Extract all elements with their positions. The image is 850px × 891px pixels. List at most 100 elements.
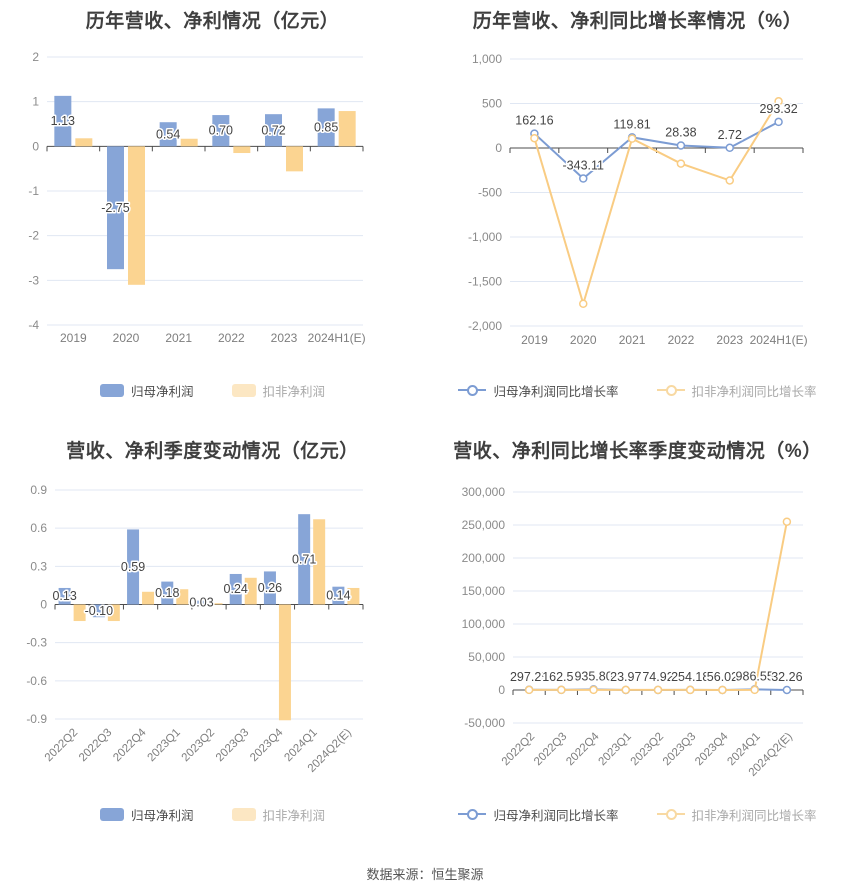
svg-text:2022Q2: 2022Q2 [500,731,537,768]
legend-item-label: 归母净利润同比增长率 [493,384,619,399]
legend-bar-swatch-icon [231,383,256,397]
legend-item-label: 扣非净利润 [262,384,326,399]
svg-text:0.03: 0.03 [189,596,213,610]
svg-text:2023Q3: 2023Q3 [661,731,698,768]
legend-line-marker-icon [656,383,685,397]
legend-annual-growth: 归母净利润同比增长率 扣非净利润同比增长率 [425,380,850,400]
panel-annual-profit: 历年营收、净利情况（亿元） 2 1 0 -1 -2 -3 -4 2019 2020 2021 202… [0,0,425,430]
legend-item-secondary-series[interactable]: 扣非净利润 [231,381,326,400]
chart-title-quarterly-profit: 营收、净利季度变动情况（亿元） [66,441,359,462]
data-source: 数据来源：恒生聚源 [366,867,484,882]
svg-text:297.25: 297.25 [510,670,548,684]
svg-text:74.92: 74.92 [642,670,673,684]
svg-text:-500: -500 [478,186,502,200]
svg-text:500: 500 [482,97,502,111]
panel-quarterly-profit: 营收、净利季度变动情况（亿元） 0.9 0.6 0.3 0 -0.3 -0.6 -0.9 20… [0,430,425,855]
svg-text:200,000: 200,000 [462,551,506,565]
svg-text:119.81: 119.81 [613,117,650,131]
legend-item-secondary-series[interactable]: 扣非净利润同比增长率 [656,381,817,400]
svg-text:0.24: 0.24 [224,582,248,596]
svg-text:0.85: 0.85 [314,120,338,134]
svg-text:23.97: 23.97 [610,670,641,684]
svg-text:0.54: 0.54 [156,127,180,141]
svg-text:0.59: 0.59 [121,560,145,574]
quarterly-profit-bar-chart: 0.9 0.6 0.3 0 -0.3 -0.6 -0.92022Q22022Q32022Q4… [26,483,364,775]
svg-text:2024H1(E): 2024H1(E) [308,331,366,345]
svg-text:2019: 2019 [60,331,87,345]
svg-text:-2.75: -2.75 [101,201,130,215]
svg-text:2023Q3: 2023Q3 [214,727,251,764]
svg-text:2023Q1: 2023Q1 [145,727,182,764]
svg-text:0.13: 0.13 [52,589,76,603]
svg-text:1,000: 1,000 [472,52,502,66]
svg-text:2024H1(E): 2024H1(E) [750,333,808,347]
svg-text:28.38: 28.38 [665,125,696,139]
svg-text:-3: -3 [28,273,39,287]
svg-text:0.6: 0.6 [30,521,47,535]
legend-line-marker-icon [458,383,487,397]
svg-text:100,000: 100,000 [462,617,506,631]
legend-item-label: 归母净利润 [130,808,194,823]
svg-text:-343.11: -343.11 [563,159,605,173]
svg-text:-4: -4 [28,318,39,332]
svg-text:0.70: 0.70 [209,124,233,138]
svg-text:2020: 2020 [113,331,140,345]
legend-bar-swatch-icon [99,807,124,821]
chart-title-quarterly-growth: 营收、净利同比增长率季度变动情况（%） [453,441,822,462]
svg-text:935.80: 935.80 [574,669,612,683]
svg-text:2022Q3: 2022Q3 [532,731,569,768]
svg-text:-1: -1 [28,184,39,198]
svg-text:300,000: 300,000 [462,485,506,499]
legend-line-marker-icon [656,807,685,821]
svg-text:2020: 2020 [570,333,597,347]
svg-text:254.18: 254.18 [671,670,709,684]
svg-text:-1,000: -1,000 [468,230,502,244]
svg-text:2023Q4: 2023Q4 [248,726,286,764]
quarterly-growth-line-chart: 300,000 250,000 200,000 150,000 100,000 50,00… [462,485,804,779]
svg-text:2022: 2022 [668,333,695,347]
charts-grid: 历年营收、净利情况（亿元） 2 1 0 -1 -2 -3 -4 2019 2020 2021 202… [0,0,850,855]
legend-item-primary-series[interactable]: 归母净利润同比增长率 [458,805,619,824]
svg-text:1: 1 [32,95,39,109]
svg-text:2021: 2021 [165,331,192,345]
svg-text:2: 2 [32,50,39,64]
svg-text:0.14: 0.14 [326,589,350,603]
svg-text:2023Q2: 2023Q2 [629,731,666,768]
svg-text:-1,500: -1,500 [468,275,502,289]
annual-growth-line-chart: 1,000 500 0 -500 -1,000 -1,500 -2,000 2019 2020 2… [468,52,808,347]
panel-annual-growth: 历年营收、净利同比增长率情况（%） 1,000 500 0 -500 -1,000 -1,… [425,0,850,430]
svg-text:-0.3: -0.3 [26,636,47,650]
svg-text:2023Q2: 2023Q2 [180,727,217,764]
svg-text:2022Q2: 2022Q2 [43,727,80,764]
legend-item-primary-series[interactable]: 归母净利润 [99,381,194,400]
svg-text:150,000: 150,000 [462,584,506,598]
legend-item-label: 扣非净利润同比增长率 [691,808,817,823]
legend-item-label: 归母净利润同比增长率 [493,808,619,823]
svg-text:162.16: 162.16 [515,114,553,128]
svg-text:0.9: 0.9 [30,483,47,497]
svg-text:2022Q4: 2022Q4 [111,726,149,764]
svg-text:0: 0 [32,139,39,153]
svg-text:0.72: 0.72 [261,123,285,137]
legend-annual-profit: 归母净利润 扣非净利润 [0,380,425,400]
svg-text:2023Q1: 2023Q1 [596,731,633,768]
svg-text:-0.6: -0.6 [26,674,47,688]
legend-item-secondary-series[interactable]: 扣非净利润 [231,805,325,824]
svg-text:2.72: 2.72 [718,128,742,142]
legend-item-primary-series[interactable]: 归母净利润 [99,805,194,824]
legend-bar-swatch-icon [99,383,124,397]
legend-item-secondary-series[interactable]: 扣非净利润同比增长率 [656,805,817,824]
svg-text:0.26: 0.26 [258,581,282,595]
svg-text:32.26: 32.26 [771,670,802,684]
svg-text:1.13: 1.13 [51,114,75,128]
svg-text:50,000: 50,000 [468,650,505,664]
svg-text:986.55: 986.55 [736,669,774,683]
legend-item-primary-series[interactable]: 归母净利润同比增长率 [458,381,619,400]
annual-profit-bar-chart: 2 1 0 -1 -2 -3 -4 2019 2020 2021 2022 2023 2024H1(E)… [28,50,366,345]
svg-text:2023: 2023 [716,333,743,347]
svg-text:2022: 2022 [218,331,245,345]
svg-text:0.18: 0.18 [155,586,179,600]
svg-text:0: 0 [498,683,505,697]
svg-text:-0.9: -0.9 [26,712,47,726]
svg-text:2022Q4: 2022Q4 [564,730,602,768]
